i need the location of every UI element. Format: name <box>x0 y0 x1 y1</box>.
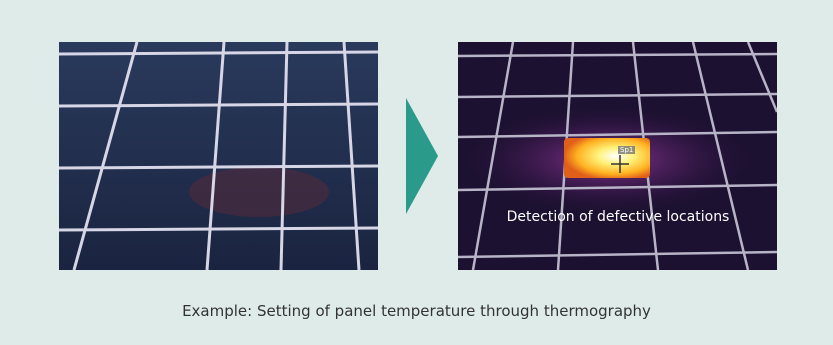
arrow <box>406 98 438 214</box>
annotation: Detection of defective locations <box>498 207 738 228</box>
solar-panel-photo <box>59 42 378 270</box>
caption: Example: Setting of panel temperature th… <box>0 302 833 320</box>
page: Sp1 Detection of defective locations Exa… <box>0 0 833 345</box>
spot-label: Sp1 <box>618 146 635 154</box>
thermal-image: Sp1 Detection of defective locations <box>458 42 777 270</box>
thermal-graphic <box>458 42 777 270</box>
